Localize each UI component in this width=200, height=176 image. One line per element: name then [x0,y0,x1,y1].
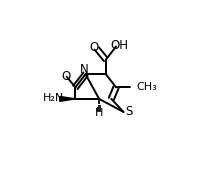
Text: O: O [89,41,99,54]
Text: O: O [61,70,71,83]
Text: H: H [95,108,103,118]
Text: N: N [80,63,89,76]
Text: OH: OH [111,39,129,52]
Text: S: S [125,105,132,118]
Text: H₂N: H₂N [43,93,65,103]
Text: CH₃: CH₃ [136,82,157,92]
Polygon shape [60,96,75,101]
